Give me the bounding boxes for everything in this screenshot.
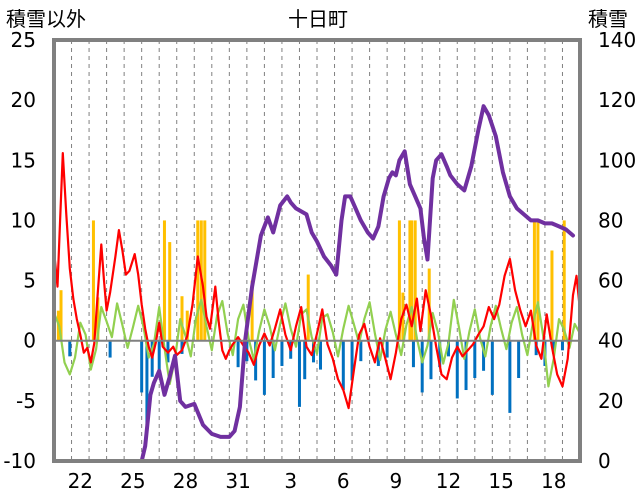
x-tick-label: 31 [225, 469, 250, 493]
right-tick-label: 140 [598, 28, 636, 52]
negative-bar [150, 340, 154, 377]
negative-bar [280, 340, 284, 366]
negative-bar [236, 340, 240, 368]
negative-bar [560, 340, 564, 351]
precip-bar [532, 220, 536, 341]
precip-bar [397, 220, 401, 341]
negative-bar [411, 340, 415, 368]
negative-bar [455, 340, 459, 399]
plot-frame [52, 38, 582, 463]
precip-bar [168, 242, 172, 341]
negative-bar [429, 340, 433, 380]
left-tick-label: 5 [23, 269, 36, 293]
negative-bar [359, 340, 363, 362]
precip-bar [408, 220, 412, 341]
negative-bar [420, 340, 424, 393]
left-tick-label: -5 [16, 389, 36, 413]
left-tick-label: 15 [11, 148, 36, 172]
precip-bar [536, 220, 540, 341]
left-tick-label: -10 [3, 449, 36, 473]
right-tick-labels: 140 120 100 80 60 40 20 0 [598, 28, 636, 473]
negative-bar [473, 340, 477, 379]
right-tick-label: 100 [598, 148, 636, 172]
precip-bar [91, 220, 95, 341]
negative-bar [482, 340, 486, 371]
left-tick-label: 20 [11, 88, 36, 112]
x-tick-label: 18 [541, 469, 566, 493]
precip-bar [180, 296, 184, 341]
temperature-line [52, 152, 582, 410]
negative-bar [517, 340, 521, 379]
negative-bar [508, 340, 512, 413]
x-tick-label: 3 [284, 469, 297, 493]
left-tick-labels: 25 20 15 10 5 0 -5 -10 [3, 28, 36, 473]
negative-bar [552, 340, 556, 354]
left-axis-title: 積雪以外 [6, 7, 86, 31]
negative-bar [341, 340, 345, 391]
negative-bar [319, 340, 323, 370]
x-tick-label: 15 [488, 469, 513, 493]
negative-bar [438, 340, 442, 368]
negative-bar [262, 340, 266, 395]
right-tick-label: 0 [598, 449, 611, 473]
negative-bar [271, 340, 275, 379]
precip-bar [250, 280, 254, 341]
negative-bar [145, 340, 149, 425]
precip-bar [306, 274, 310, 341]
left-tick-label: 10 [11, 208, 36, 232]
line-layer [52, 104, 582, 463]
grid-lines [71, 40, 563, 461]
precip-bar [96, 297, 100, 341]
precip-bar [196, 220, 200, 341]
precip-bar [550, 250, 554, 341]
negative-bar [157, 340, 161, 372]
negative-bar [297, 340, 301, 407]
x-tick-label: 6 [337, 469, 350, 493]
right-axis-title: 積雪 [588, 7, 628, 31]
negative-bar [108, 340, 112, 358]
precip-bar [203, 220, 207, 341]
x-tick-label: 28 [173, 469, 198, 493]
x-tick-label: 25 [120, 469, 145, 493]
precip-bar [59, 290, 63, 341]
precip-bar [162, 220, 166, 341]
left-tick-label: 0 [23, 329, 36, 353]
chart-title: 十日町 [288, 7, 348, 31]
right-tick-label: 80 [598, 208, 623, 232]
negative-bar [385, 340, 389, 358]
negative-bar [303, 340, 307, 380]
negative-bar [490, 340, 494, 395]
right-tick-label: 60 [598, 269, 623, 293]
x-tick-label: 12 [436, 469, 461, 493]
precip-bar [413, 220, 417, 341]
precip-bar [410, 220, 414, 341]
x-tick-labels: 22 25 28 31 3 6 9 12 15 18 [68, 469, 567, 493]
negative-bar [68, 340, 72, 357]
negative-bar [447, 340, 450, 357]
negative-bar [464, 340, 468, 391]
right-tick-label: 20 [598, 389, 623, 413]
snow-depth-line [52, 104, 575, 463]
x-tick-label: 9 [390, 469, 403, 493]
precip-bar [562, 220, 566, 341]
left-tick-label: 25 [11, 28, 36, 52]
negative-bar [140, 340, 144, 393]
x-tick-label: 22 [68, 469, 93, 493]
negative-bar [350, 340, 354, 381]
right-tick-label: 40 [598, 329, 623, 353]
precip-bar [185, 310, 189, 341]
wind-line [52, 298, 582, 388]
right-tick-label: 120 [598, 88, 636, 112]
